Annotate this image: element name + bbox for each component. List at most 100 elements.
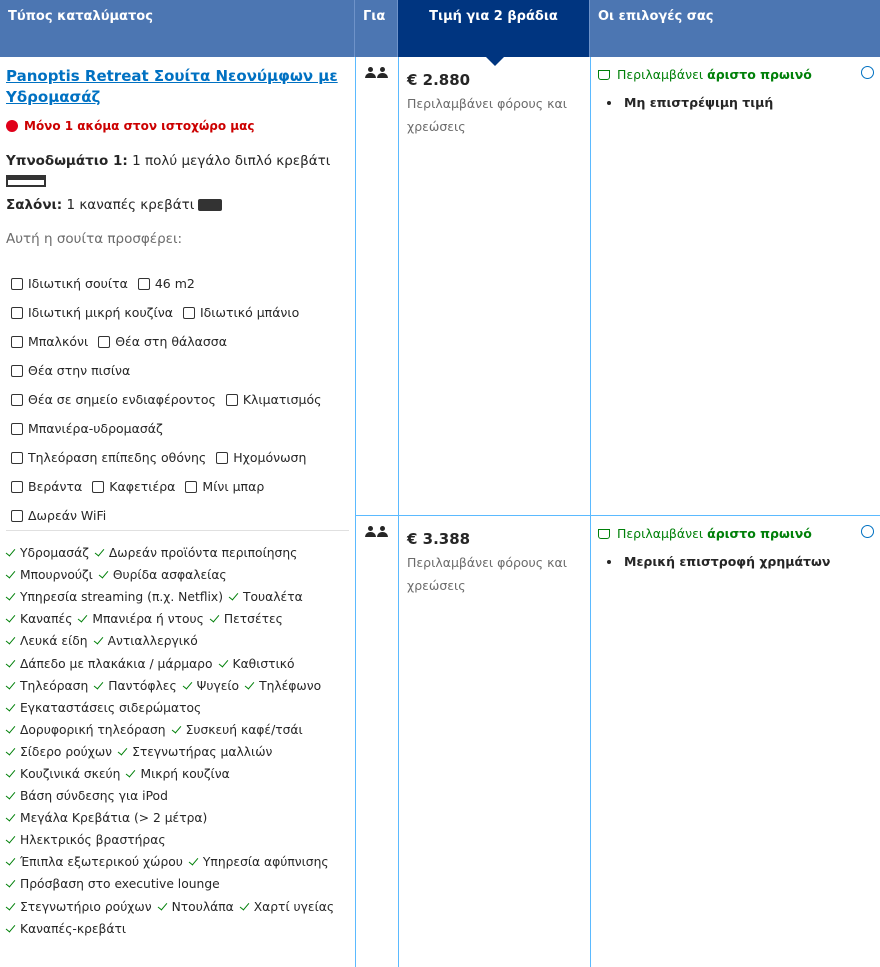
amenity: Θυρίδα ασφαλείας: [98, 568, 227, 583]
price-note: Περιλαμβάνει φόρους και χρεώσεις: [407, 555, 567, 593]
amenity-text: Έπιπλα εξωτερικού χώρου: [20, 855, 183, 870]
check-icon: [5, 767, 16, 778]
check-icon: [93, 634, 103, 645]
facility-icon: [11, 393, 23, 406]
facility-icon: [11, 335, 23, 348]
amenity: Πετσέτες: [209, 612, 283, 626]
bed-label: Υπνοδωμάτιο 1:: [6, 153, 128, 169]
check-icon: [5, 723, 16, 734]
facility-row: Θέα σε σημείο ενδιαφέροντος Κλιματισμός: [6, 392, 349, 421]
header-cell-selected: Τιμή για 2 βράδια: [398, 0, 590, 57]
facility-text: Θέα στη θάλασσα: [115, 334, 227, 349]
amenity: Έπιπλα εξωτερικού χώρου: [5, 855, 183, 870]
facility-text: Μπαλκόνι: [28, 334, 89, 349]
facility-icon: [11, 277, 23, 290]
offers-title: Αυτή η σουίτα προσφέρει:: [6, 231, 183, 247]
check-icon: [93, 679, 104, 690]
facility-icon: [11, 422, 23, 435]
amenity: Υπηρεσία αφύπνισης: [188, 855, 329, 870]
amenity: Μπανιέρα ή ντους: [78, 612, 204, 627]
amenity-row: Καναπές-κρεβάτι: [5, 918, 349, 940]
amenity-text: Μπανιέρα ή ντους: [92, 612, 204, 627]
check-icon: [239, 899, 250, 911]
facility: Ηχομόνωση: [216, 450, 306, 465]
amenity: Παντόφλες: [93, 678, 177, 693]
breakfast-prefix: Περιλαμβάνει: [617, 526, 704, 541]
facility: Ιδιωτική μικρή κουζίνα: [11, 305, 173, 320]
amenity-text: Καναπές: [20, 612, 73, 627]
price: € 3.388: [407, 530, 471, 548]
facility-row: Δωρεάν WiFi: [6, 508, 349, 537]
check-icon: [218, 656, 228, 668]
amenity-text: Βάση σύνδεσης για iPod: [20, 789, 168, 804]
facility-row: Ιδιωτική μικρή κουζίνα Ιδιωτικό μπάνιο: [6, 305, 349, 334]
amenity-row: Δορυφορική τηλεόραση Συσκευή καφέ/τσάι: [5, 719, 349, 741]
check-icon: [5, 833, 16, 844]
check-icon: [117, 745, 128, 756]
facility: Κλιματισμός: [225, 392, 321, 407]
column-border: [355, 57, 356, 967]
amenity-text: Σίδερο ρούχων: [20, 744, 113, 759]
sofa-icon: [198, 199, 223, 211]
facilities: Ιδιωτική σουίτα 46 m2 Ιδιωτική μικρή κουζί…: [6, 276, 349, 537]
amenity-text: Στεγνωτήριο ρούχων: [20, 899, 152, 914]
room-name-link[interactable]: Panoptis Retreat Σουίτα Νεονύμφων με Υδρ…: [6, 67, 338, 106]
bed-label: Σαλόνι:: [6, 197, 63, 213]
amenity-text: Στεγνωτήρας μαλλιών: [132, 744, 273, 759]
amenity-text: Καναπές-κρεβάτι: [20, 921, 127, 936]
amenity: Δάπεδο με πλακάκια / μάρμαρο: [5, 657, 213, 671]
help-icon[interactable]: [861, 525, 874, 538]
check-icon: [5, 877, 16, 889]
facility-text: Βεράντα: [28, 479, 83, 494]
amenity-text: Παντόφλες: [108, 678, 177, 693]
amenity-text: Ψυγείο: [196, 678, 240, 693]
amenity-text: Τουαλέτα: [243, 590, 303, 605]
check-icon: [5, 922, 16, 933]
check-icon: [5, 568, 16, 579]
facility-text: Ιδιωτική σουίτα: [28, 276, 128, 291]
help-icon[interactable]: [861, 66, 874, 79]
facility-row: Τηλεόραση επίπεδης οθόνης Ηχομόνωση: [6, 450, 349, 479]
amenity: Καναπές: [5, 612, 73, 627]
amenity-text: Χαρτί υγείας: [253, 899, 335, 914]
facility: Μίνι μπαρ: [185, 479, 264, 494]
amenity: Υδρομασάζ: [5, 546, 89, 560]
facility: Ιδιωτικό μπάνιο: [182, 305, 299, 320]
facility-row: Μπανιέρα-υδρομασάζ: [6, 421, 349, 450]
facility: Θέα στη θάλασσα: [98, 334, 227, 349]
amenity-row: Υδρομασάζ Δωρεάν προϊόντα περιποίησης: [5, 542, 349, 564]
amenity: Καθιστικό: [218, 656, 295, 671]
facility-icon: [11, 451, 23, 464]
check-icon: [244, 679, 255, 690]
price: € 2.880: [407, 71, 471, 89]
amenity-row: Εγκαταστάσεις σιδερώματος: [5, 697, 349, 719]
amenity-text: Λευκά είδη: [20, 634, 88, 649]
amenity-text: Καθιστικό: [232, 656, 295, 671]
amenity-row: Ηλεκτρικός βραστήρας: [5, 829, 349, 851]
row-border: [355, 515, 880, 516]
facility-text: Θέα σε σημείο ενδιαφέροντος: [28, 392, 216, 407]
amenity-text: Μικρή κουζίνα: [140, 766, 230, 781]
amenity-text: Μεγάλα Κρεβάτια (> 2 μέτρα): [20, 811, 208, 826]
occupancy-icon: [365, 67, 398, 78]
amenity: Στεγνωτήριο ρούχων: [5, 899, 152, 914]
check-icon: [5, 789, 16, 800]
person-icon: [377, 67, 388, 78]
amenity-text: Υπηρεσία αφύπνισης: [202, 855, 329, 870]
check-icon: [157, 899, 167, 911]
check-icon: [5, 811, 16, 822]
check-icon: [182, 679, 192, 690]
facility-text: 46 m2: [154, 276, 195, 291]
amenity-row: Λευκά είδη Αντιαλλεργικό: [5, 630, 349, 652]
check-icon: [5, 679, 16, 690]
facility: Τηλεόραση επίπεδης οθόνης: [11, 450, 206, 465]
facility-icon: [216, 451, 229, 464]
amenity: Ντουλάπα: [157, 899, 234, 914]
amenity-text: Δορυφορική τηλεόραση: [20, 722, 166, 737]
occupancy-icon: [365, 526, 398, 537]
amenity: Εγκαταστάσεις σιδερώματος: [5, 701, 201, 715]
amenity-row: Έπιπλα εξωτερικού χώρου Υπηρεσία αφύπνιση…: [5, 851, 349, 873]
amenity-text: Θυρίδα ασφαλείας: [112, 568, 227, 583]
facility: Δωρεάν WiFi: [11, 508, 106, 523]
facility-icon: [182, 306, 195, 319]
